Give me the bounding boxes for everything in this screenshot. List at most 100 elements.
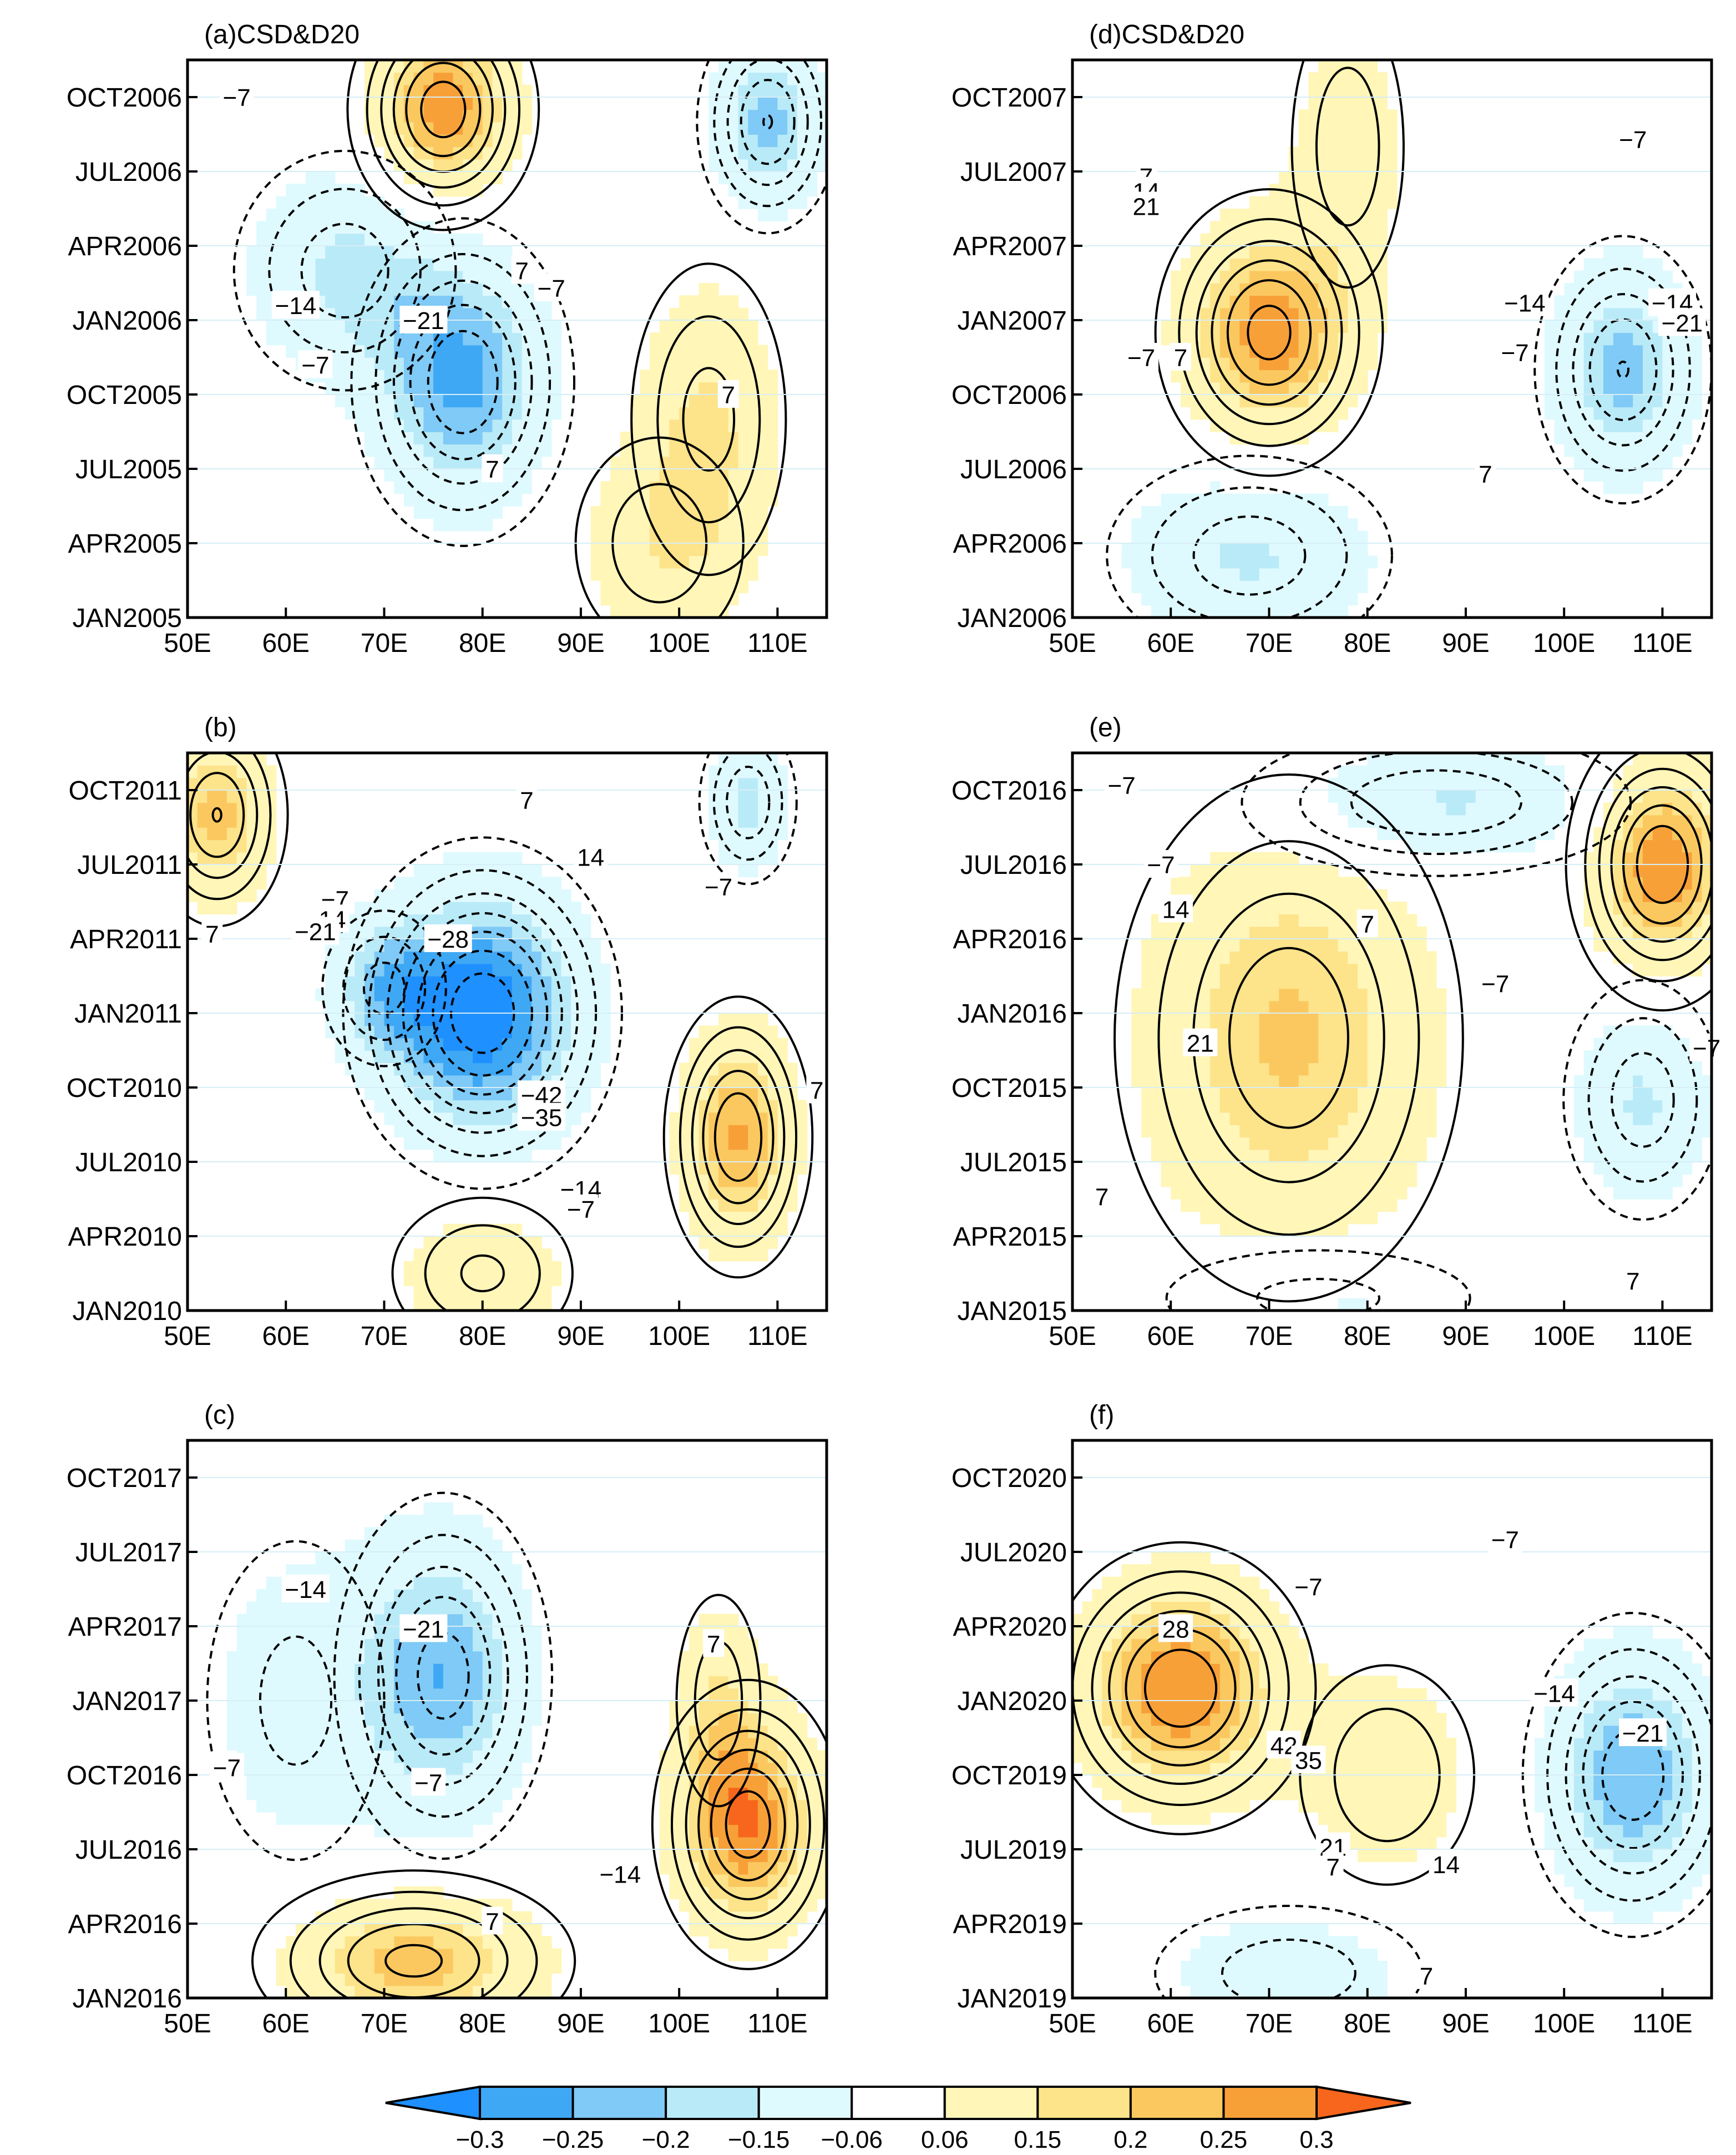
shade-cell bbox=[1259, 370, 1270, 383]
shade-cell bbox=[1259, 555, 1270, 569]
shade-cell bbox=[443, 493, 454, 507]
shade-cell bbox=[767, 1924, 778, 1937]
shade-cell bbox=[708, 432, 719, 445]
shade-cell bbox=[1219, 307, 1231, 321]
shade-cell bbox=[492, 988, 503, 1001]
shade-cell bbox=[777, 122, 788, 135]
shade-cell bbox=[492, 1589, 503, 1602]
shade-cell bbox=[482, 988, 493, 1001]
shade-cell bbox=[1573, 432, 1585, 445]
shade-cell bbox=[1583, 444, 1595, 457]
shade-cell bbox=[1328, 97, 1339, 110]
shade-cell bbox=[443, 1298, 454, 1311]
shade-cell bbox=[482, 939, 493, 952]
y-tick-label: JUL2005 bbox=[75, 455, 182, 484]
shade-cell bbox=[708, 481, 719, 494]
shade-cell bbox=[413, 1025, 424, 1039]
shade-cell bbox=[463, 1025, 473, 1039]
x-tick-label: 100E bbox=[648, 2009, 710, 2038]
shade-cell bbox=[423, 345, 434, 358]
shade-cell bbox=[473, 1601, 483, 1615]
shade-cell bbox=[453, 1286, 463, 1299]
shade-cell bbox=[413, 1812, 424, 1825]
shade-cell bbox=[276, 1787, 286, 1800]
shade-cell bbox=[502, 864, 513, 878]
shade-cell bbox=[532, 1713, 542, 1726]
shade-cell bbox=[443, 332, 454, 346]
shade-cell bbox=[473, 1973, 483, 1986]
shade-cell bbox=[345, 270, 356, 284]
shade-cell bbox=[374, 283, 385, 296]
shade-cell bbox=[1348, 518, 1358, 532]
shade-cell bbox=[1161, 1075, 1171, 1088]
shade-cell bbox=[207, 839, 217, 853]
shade-cell bbox=[296, 184, 306, 197]
shade-cell bbox=[1682, 345, 1693, 358]
negative-contour bbox=[1588, 318, 1658, 421]
shade-cell bbox=[374, 345, 385, 358]
shade-cell bbox=[1121, 555, 1132, 569]
shade-cell bbox=[767, 209, 778, 222]
contour-label-bg bbox=[563, 1194, 598, 1222]
shade-cell bbox=[1387, 171, 1398, 185]
shade-cell bbox=[669, 320, 680, 333]
contour-label-bg bbox=[399, 306, 448, 333]
shade-cell bbox=[482, 146, 493, 160]
shade-cell bbox=[305, 1663, 316, 1677]
shade-cell bbox=[482, 889, 493, 902]
shade-cell bbox=[1151, 1137, 1162, 1150]
shade-cell bbox=[394, 1601, 404, 1615]
y-tick-label: OCT2017 bbox=[67, 1464, 182, 1493]
shade-cell bbox=[1269, 593, 1279, 606]
shade-cell bbox=[1308, 605, 1319, 618]
shade-cell bbox=[463, 1576, 473, 1590]
shade-cell bbox=[571, 1100, 581, 1113]
shade-cell bbox=[443, 357, 454, 371]
shade-cell bbox=[443, 1552, 454, 1565]
x-tick-label: 70E bbox=[361, 629, 408, 658]
shade-cell bbox=[463, 1137, 473, 1150]
shade-cell bbox=[532, 902, 542, 915]
shade-cell bbox=[1603, 456, 1614, 469]
shade-cell bbox=[473, 1298, 483, 1311]
shade-cell bbox=[522, 444, 533, 457]
shade-cell bbox=[433, 246, 444, 259]
negative-contour bbox=[358, 1534, 528, 1818]
shade-cell bbox=[1348, 530, 1358, 544]
contour-label-bg bbox=[424, 924, 472, 952]
shade-cell bbox=[571, 1063, 581, 1076]
shade-cell bbox=[728, 765, 739, 778]
plot-frame bbox=[186, 58, 828, 619]
shade-cell bbox=[738, 159, 748, 172]
shade-cell bbox=[522, 1286, 533, 1299]
shade-cell bbox=[679, 456, 690, 469]
x-tick-label: 90E bbox=[1442, 629, 1489, 658]
shade-cell bbox=[502, 877, 513, 890]
shade-cell bbox=[1239, 419, 1250, 432]
contour-label: −7 bbox=[567, 1196, 595, 1223]
shade-cell bbox=[551, 407, 562, 420]
shade-cell bbox=[659, 518, 670, 532]
shade-cell bbox=[1210, 530, 1221, 544]
shade-cell bbox=[423, 1911, 434, 1924]
shade-cell bbox=[1269, 407, 1279, 420]
shade-cell bbox=[1318, 159, 1329, 172]
shade-cell bbox=[443, 1527, 454, 1540]
shade-cell bbox=[689, 1886, 700, 1900]
shade-cell bbox=[403, 1738, 414, 1751]
shade-cell bbox=[453, 988, 463, 1001]
shade-cell bbox=[266, 1750, 277, 1763]
shade-cell bbox=[571, 939, 581, 952]
shade-cell bbox=[492, 1000, 503, 1014]
shade-cell bbox=[600, 518, 611, 532]
x-tick-label: 70E bbox=[361, 2009, 408, 2038]
shade-cell bbox=[600, 568, 611, 581]
shade-cell bbox=[443, 233, 454, 246]
shade-cell bbox=[492, 1762, 503, 1775]
shade-cell bbox=[1210, 543, 1221, 557]
shade-cell bbox=[1544, 382, 1555, 395]
shade-cell bbox=[1682, 382, 1693, 395]
shade-cell bbox=[335, 270, 346, 284]
shade-cell bbox=[1318, 407, 1329, 420]
shade-cell bbox=[1613, 270, 1624, 284]
